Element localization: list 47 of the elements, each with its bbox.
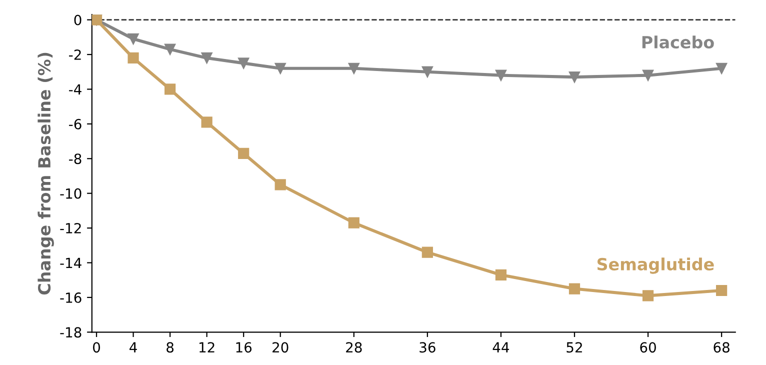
point [716, 62, 728, 74]
point [274, 62, 286, 74]
x-tick-label: 0 [93, 342, 100, 353]
y-tick-label: -10 [60, 188, 82, 199]
point [568, 283, 580, 294]
point [495, 269, 507, 280]
point [128, 33, 139, 44]
x-tick-label: 68 [714, 342, 730, 353]
y-tick-label: -18 [60, 327, 82, 338]
x-tick-label: 44 [492, 342, 510, 352]
point [642, 70, 654, 81]
point [495, 70, 507, 81]
y-tick-label: -8 [69, 154, 82, 164]
series-label: Semaglutide [597, 258, 714, 274]
point [164, 44, 176, 55]
point [422, 246, 433, 258]
point [274, 179, 286, 190]
y-tick-label: -12 [60, 223, 81, 234]
point [128, 52, 139, 64]
x-tick-label: 20 [272, 342, 288, 353]
x-tick-label: 12 [200, 342, 214, 352]
x-tick-label: 60 [640, 342, 656, 353]
y-tick-label: -4 [69, 84, 82, 94]
point [422, 66, 433, 78]
x-tick-label: 8 [166, 342, 174, 353]
x-tick-label: 4 [130, 342, 137, 352]
x-tick-label: 52 [566, 342, 582, 353]
y-tick-label: -16 [60, 292, 82, 303]
x-tick-label: 16 [236, 342, 252, 353]
y-axis-title: Change from Baseline (%) [38, 52, 54, 294]
point [642, 290, 654, 302]
series-label: Placebo [642, 36, 714, 48]
point [348, 217, 360, 228]
point [348, 62, 360, 74]
point [238, 58, 250, 69]
x-tick-label: 36 [420, 342, 436, 353]
y-tick-label: -6 [69, 118, 82, 130]
point [201, 52, 212, 64]
y-tick-label: -2 [69, 49, 81, 60]
point [568, 72, 580, 83]
point [716, 284, 728, 296]
y-tick-label: 0 [74, 14, 82, 26]
point [201, 116, 212, 128]
x-tick-label: 28 [346, 342, 362, 353]
point [238, 148, 250, 159]
point [164, 84, 176, 95]
y-tick-label: -14 [60, 258, 82, 268]
